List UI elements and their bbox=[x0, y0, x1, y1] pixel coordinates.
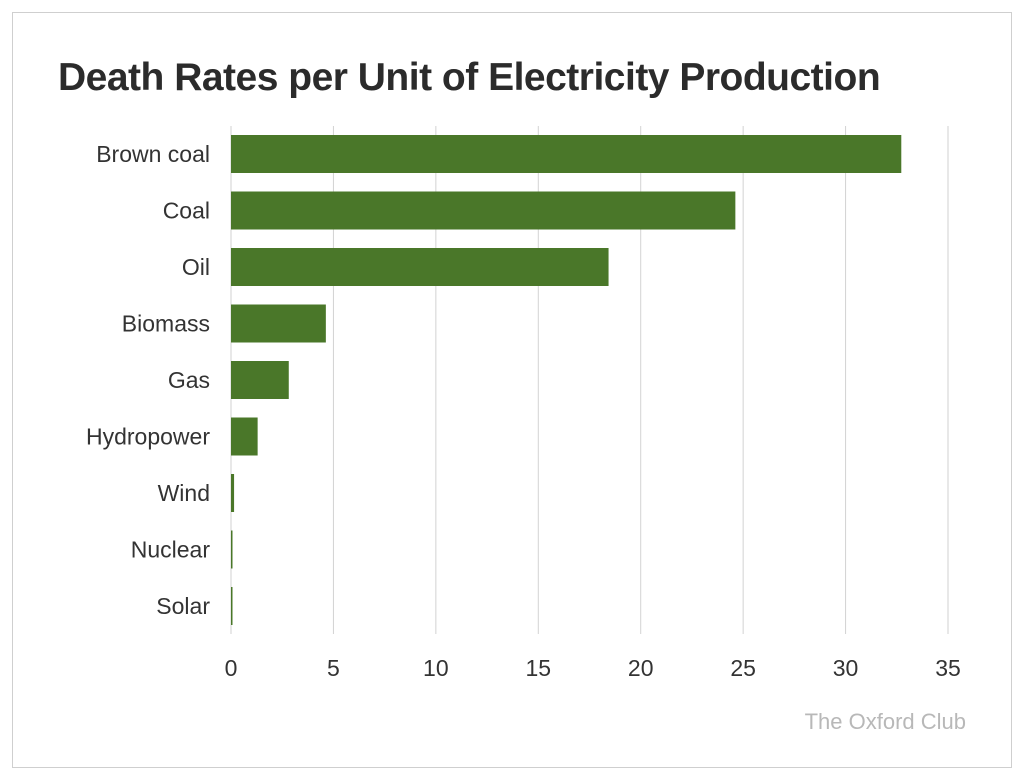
category-label: Solar bbox=[156, 593, 210, 619]
bar-coal bbox=[231, 191, 736, 230]
category-label: Brown coal bbox=[96, 141, 210, 167]
category-label: Hydropower bbox=[86, 424, 210, 450]
chart-title: Death Rates per Unit of Electricity Prod… bbox=[58, 56, 881, 99]
x-tick-label: 10 bbox=[423, 655, 449, 681]
bar-gas bbox=[231, 361, 289, 399]
x-tick-label: 25 bbox=[730, 655, 756, 681]
x-tick-label: 5 bbox=[327, 655, 340, 681]
bar-oil bbox=[231, 248, 609, 286]
bar-hydropower bbox=[231, 417, 258, 456]
category-label: Oil bbox=[182, 254, 210, 280]
bar-wind bbox=[231, 474, 235, 512]
x-tick-label: 15 bbox=[525, 655, 551, 681]
x-tick-label: 0 bbox=[225, 655, 238, 681]
category-label: Wind bbox=[158, 480, 210, 506]
category-label: Nuclear bbox=[131, 537, 211, 563]
bar-brown-coal bbox=[231, 135, 902, 173]
category-label: Biomass bbox=[122, 311, 210, 337]
x-tick-labels: 0 5 10 15 20 25 30 35 bbox=[225, 655, 961, 681]
x-tick-label: 30 bbox=[833, 655, 859, 681]
category-labels: Brown coal Coal Oil Biomass Gas Hydropower Win… bbox=[86, 141, 210, 619]
x-tick-label: 35 bbox=[935, 655, 961, 681]
bars bbox=[231, 135, 902, 625]
source-credit: The Oxford Club bbox=[804, 709, 966, 734]
bar-biomass bbox=[231, 304, 326, 343]
bar-solar bbox=[231, 587, 233, 625]
category-label: Gas bbox=[168, 367, 210, 393]
category-label: Coal bbox=[163, 198, 210, 224]
x-tick-label: 20 bbox=[628, 655, 654, 681]
bar-nuclear bbox=[231, 530, 233, 569]
